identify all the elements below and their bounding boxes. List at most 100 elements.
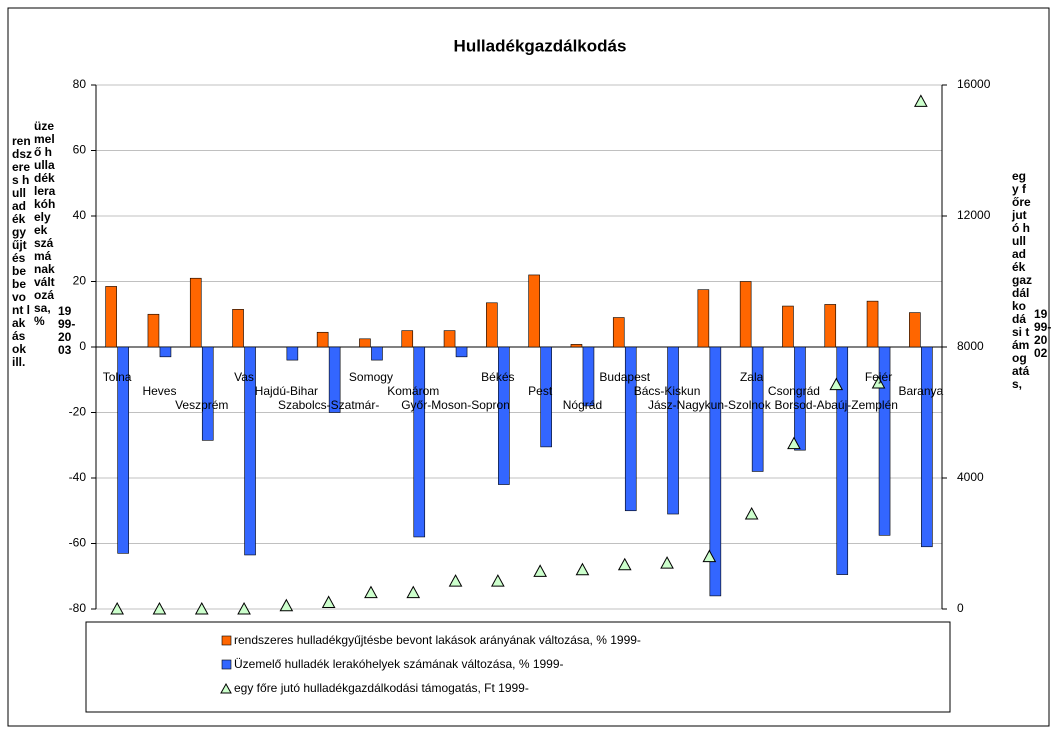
x-tick-label: Jász-Nagykun-Szolnok [648,398,772,412]
marker [829,377,844,391]
x-tick-label: Baranya [898,384,943,398]
x-tick-label: Csongrád [768,384,820,398]
bar [624,346,637,512]
bar [147,313,160,348]
marker [702,549,717,563]
x-tick-label: Pest [528,384,553,398]
legend-swatch [221,635,232,646]
x-tick-label: Veszprém [175,398,228,412]
x-tick-label: Tolna [103,370,132,384]
x-tick-label: Szabolcs-Szatmár- [278,398,379,412]
bar [498,346,510,485]
marker [871,375,886,389]
bar [878,346,891,536]
y-tick-label: -60 [69,536,87,550]
marker [533,564,547,577]
legend-label: Üzemelő hulladék lerakóhelyek számának v… [234,657,564,671]
bar [328,346,341,413]
y-tick-label: -20 [69,405,87,419]
y2-tick-label: 12000 [957,208,991,222]
x-tick-label: Heves [142,384,176,398]
marker [110,601,124,615]
bar [739,281,752,348]
bar [371,346,383,361]
x-tick-label: Budapest [599,370,650,384]
bar [612,317,625,348]
marker [406,585,421,599]
y2-label: 1999-2002 [1034,307,1052,360]
y-label: rendszeres hulladékgyűjtésbe bevont laká… [12,134,33,369]
y-tick-label: 40 [73,208,87,222]
bar [836,346,849,575]
bar [794,346,806,451]
marker [364,585,378,599]
bar [921,346,933,548]
y-label: 1999-2003 [58,304,76,357]
marker [194,601,209,615]
x-tick-label: Hajdú-Bihar [255,384,318,398]
marker [279,598,294,612]
chart-title: Hulladékgazdálkodás [454,36,627,55]
x-tick-label: Komárom [387,384,439,398]
bar [117,346,129,554]
bar [443,330,456,348]
marker [660,556,674,569]
bar [824,304,837,348]
bar [201,346,214,441]
x-tick-label: Vas [234,370,254,384]
legend-label: egy főre jutó hulladékgazdálkodási támog… [234,681,529,695]
bar [582,346,595,407]
bar [244,346,256,556]
marker [914,94,928,107]
bar [866,300,879,348]
bar [401,330,414,348]
legend-marker [220,682,232,694]
marker [152,601,167,615]
bar [105,286,117,348]
y-label: üzemelő hulladéklerakóhelyek számának vá… [34,119,56,328]
marker [575,562,590,576]
x-tick-label: Borsod-Abaúj-Zemplén [775,398,898,412]
x-tick-label: Békés [481,370,514,384]
bar [455,346,468,358]
marker [491,574,505,587]
y2-label: egy főre jutó hulladékgazdálkodási támog… [1012,169,1033,391]
y2-tick-label: 4000 [957,470,984,484]
bar [286,346,299,361]
y-tick-label: 20 [73,274,87,288]
marker [787,436,801,450]
legend-label: rendszeres hulladékgyűjtésbe bevont laká… [234,633,641,647]
x-tick-label: Zala [740,370,764,384]
bar [667,346,679,515]
bar [540,346,552,448]
y2-tick-label: 8000 [957,339,984,353]
y-tick-label: 0 [79,339,86,353]
bar [413,346,426,538]
bar [232,309,244,348]
y2-tick-label: 16000 [957,77,991,91]
legend-swatch [221,659,232,670]
y-tick-label: -80 [69,601,87,615]
bar [782,305,794,348]
x-tick-label: Bács-Kiskun [634,384,701,398]
x-tick-label: Nógrád [563,398,602,412]
marker [617,557,632,571]
y-tick-label: -40 [69,470,87,484]
marker [448,574,463,587]
bar [528,274,540,348]
x-tick-label: Somogy [349,370,393,384]
bar [189,277,202,348]
bar [316,331,329,348]
bar [709,346,722,597]
marker [237,601,251,615]
x-tick-label: Fejér [865,370,892,384]
bar [697,289,710,348]
bar [909,312,921,348]
marker [321,595,336,608]
bar [486,302,498,348]
x-tick-label: Győr-Moson-Sopron [401,398,510,412]
bar [751,346,764,472]
marker [744,506,759,520]
